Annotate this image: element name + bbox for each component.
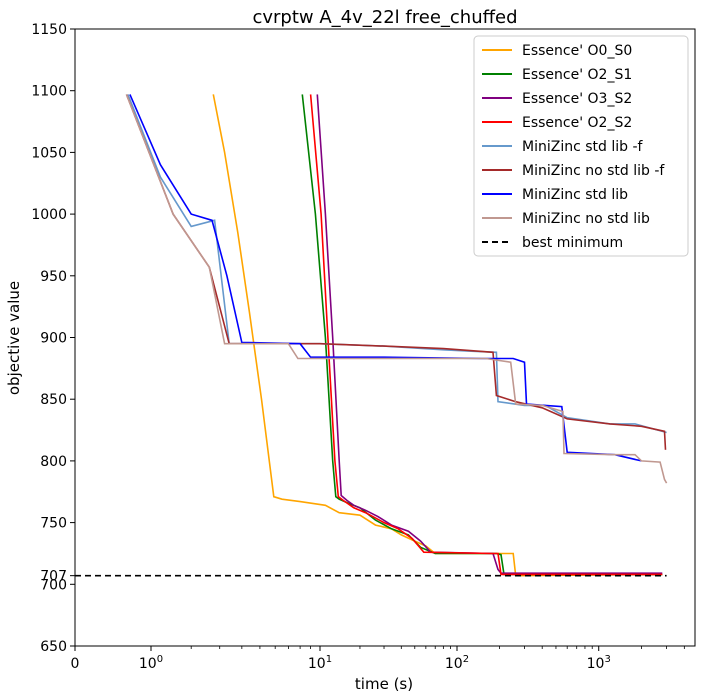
y-tick-label: 700 — [40, 577, 67, 593]
x-tick-label: 0 — [71, 656, 80, 672]
legend: Essence' O0_S0 Essence' O2_S1 Essence' O3_… — [473, 35, 689, 257]
x-axis: 0 100 101 102 103 — [71, 646, 685, 672]
legend-label: Essence' O3_S2 — [522, 91, 632, 107]
x-axis-label: time (s) — [355, 675, 413, 693]
x-tick-label: 102 — [445, 654, 469, 672]
legend-label: Essence' O2_S1 — [522, 67, 632, 83]
legend-label: MiniZinc no std lib — [522, 211, 650, 227]
y-tick-label: 1000 — [31, 207, 67, 223]
legend-label: Essence' O2_S2 — [522, 115, 632, 131]
legend-box — [473, 35, 689, 257]
y-tick-label: 950 — [40, 269, 67, 285]
y-tick-label: 850 — [40, 392, 67, 408]
legend-label: Essence' O0_S0 — [522, 43, 632, 59]
series-line-3 — [309, 94, 663, 576]
y-axis-label: objective value — [5, 281, 23, 395]
y-tick-label: 650 — [40, 639, 67, 655]
legend-label: best minimum — [522, 235, 623, 251]
x-tick-label: 100 — [139, 654, 163, 672]
y-tick-label: 900 — [40, 331, 67, 347]
y-tick-label: 707 — [40, 569, 67, 585]
series-line-5 — [125, 94, 667, 450]
y-tick-label: 800 — [40, 454, 67, 470]
legend-label: MiniZinc std lib -f — [522, 139, 644, 155]
y-tick-label: 1050 — [31, 145, 67, 161]
legend-label: MiniZinc std lib — [522, 187, 628, 203]
y-tick-label: 750 — [40, 516, 67, 532]
series-line-2 — [316, 94, 663, 574]
legend-label: MiniZinc no std lib -f — [522, 163, 665, 179]
chart-title: cvrptw A_4v_22l free_chuffed — [252, 7, 517, 28]
series-line-7 — [125, 94, 668, 484]
x-tick-label: 101 — [308, 654, 332, 672]
y-tick-label: 1150 — [31, 22, 67, 38]
x-tick-label: 103 — [587, 654, 611, 672]
y-tick-label: 1100 — [31, 84, 67, 100]
plot-area — [75, 94, 668, 577]
